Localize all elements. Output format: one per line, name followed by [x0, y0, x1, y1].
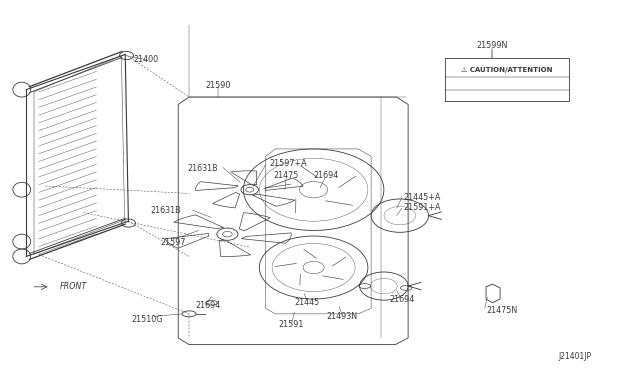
Text: 21475N: 21475N [486, 306, 517, 315]
Text: 21591: 21591 [278, 321, 304, 330]
Text: 21493N: 21493N [327, 312, 358, 321]
Text: 21597+A: 21597+A [269, 159, 307, 168]
Text: 21590: 21590 [205, 81, 230, 90]
Text: ⚠ CAUTION/ATTENTION: ⚠ CAUTION/ATTENTION [461, 67, 552, 73]
Text: 21631B: 21631B [187, 164, 218, 173]
Text: 21597: 21597 [161, 238, 186, 247]
Text: FRONT: FRONT [60, 282, 86, 291]
Text: 21445+A: 21445+A [403, 193, 440, 202]
Circle shape [241, 185, 259, 195]
Circle shape [217, 228, 238, 240]
Text: 21400: 21400 [134, 55, 159, 64]
Text: 21631B: 21631B [151, 206, 181, 215]
Text: 21591+A: 21591+A [403, 203, 440, 212]
Text: J21401JP: J21401JP [559, 352, 592, 361]
Text: 21694: 21694 [196, 301, 221, 310]
Text: 21445: 21445 [294, 298, 320, 307]
Text: 21694: 21694 [314, 171, 339, 180]
Text: 21599N: 21599N [477, 41, 508, 50]
Text: 21694: 21694 [389, 295, 414, 304]
Text: 21475: 21475 [273, 171, 299, 180]
Text: 21510G: 21510G [132, 315, 163, 324]
